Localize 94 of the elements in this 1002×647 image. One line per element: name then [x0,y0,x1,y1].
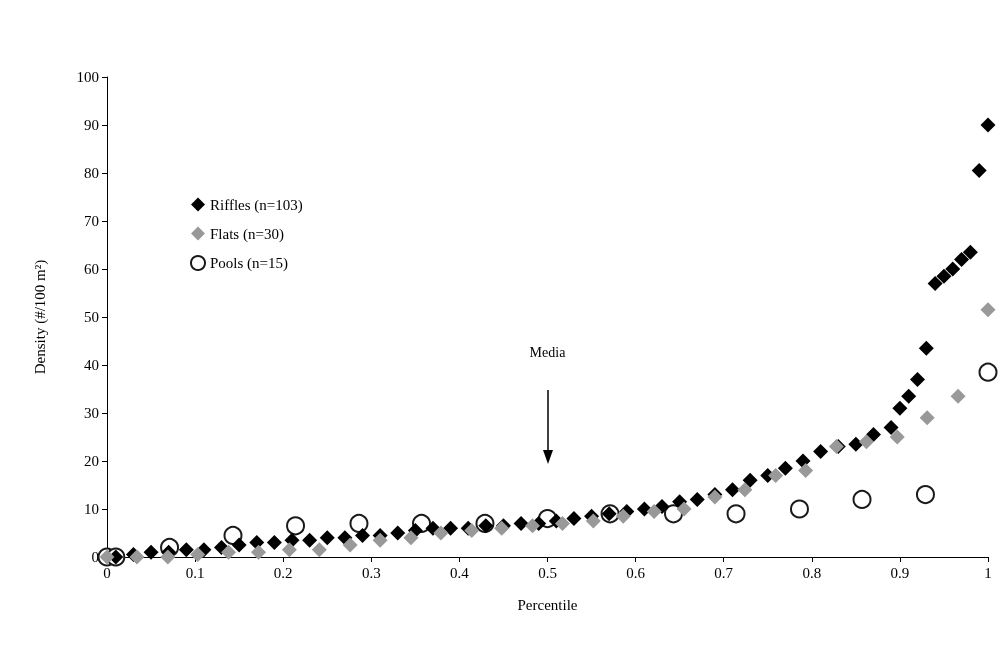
y-tick-label: 100 [76,69,99,85]
point [390,525,406,541]
point [852,489,872,509]
point [813,443,829,459]
point [883,419,899,435]
point [927,275,943,291]
point [464,523,480,539]
x-tick-label: 0.6 [626,564,646,581]
point [737,482,753,498]
point [910,371,926,387]
x-tick-label: 0.3 [361,564,381,581]
y-tick-label: 60 [84,261,99,277]
y-tick-label: 0 [91,549,99,565]
point [892,400,908,416]
y-tick-label: 80 [84,165,99,181]
point [726,504,746,524]
point [901,388,917,404]
point [945,261,961,277]
point [319,530,335,546]
point [223,525,243,545]
point [286,516,306,536]
x-tick-label: 0.4 [450,564,470,581]
point [281,542,297,558]
point [129,549,145,565]
point [889,429,905,445]
x-tick-label: 0.9 [890,564,910,581]
point [349,513,369,533]
point [372,532,388,548]
y-tick-label: 20 [84,453,99,469]
x-tick-label: 0 [103,564,111,581]
legend-label: Flats (n=30) [210,225,284,243]
y-tick-label: 30 [84,405,99,421]
point [848,436,864,452]
x-tick-label: 0.2 [273,564,293,581]
point [615,508,631,524]
x-tick-label: 0.7 [714,564,734,581]
point [554,515,570,531]
point [478,518,494,534]
point [798,463,814,479]
y-tick-label: 10 [84,501,99,517]
x-tick-label: 0.8 [802,564,822,581]
x-tick-label: 0.5 [538,564,557,581]
point [302,532,318,548]
y-tick-label: 40 [84,357,99,373]
y-tick-label: 50 [84,309,99,325]
x-tick-label: 0.1 [185,564,205,581]
point [403,530,419,546]
y-tick-label: 90 [84,117,99,133]
x-axis-title: Percentile [517,596,578,613]
point [789,499,809,519]
point [980,117,996,133]
point [178,542,194,558]
point [342,537,358,553]
point [978,362,998,382]
y-axis-title: Density (#/100 m²) [31,259,49,375]
legend-label: Riffles (n=103) [210,196,303,214]
point [865,427,881,443]
point [266,535,282,551]
point [646,503,662,519]
point [936,268,952,284]
point [962,244,978,260]
point [433,525,449,541]
point [689,491,705,507]
point [768,467,784,483]
y-tick-label: 70 [84,213,99,229]
point [919,410,935,426]
point [513,515,529,531]
point [566,511,582,527]
point [143,544,159,560]
point [190,547,206,563]
point [742,472,758,488]
point [858,434,874,450]
point [980,302,996,318]
point [160,549,176,565]
legend-label: Pools (n=15) [210,255,289,272]
point [354,527,370,543]
point [725,482,741,498]
point [954,251,970,267]
point [915,485,935,505]
point [777,460,793,476]
point [971,163,987,179]
point [311,542,327,558]
point [249,535,265,551]
point [231,537,247,553]
point [918,340,934,356]
point [251,544,267,560]
x-tick-label: 1 [984,564,992,581]
annotation: Media [529,345,566,361]
point [585,513,601,529]
point [221,544,237,560]
point [950,388,966,404]
point [443,520,459,536]
point [676,501,692,517]
point [525,518,541,534]
